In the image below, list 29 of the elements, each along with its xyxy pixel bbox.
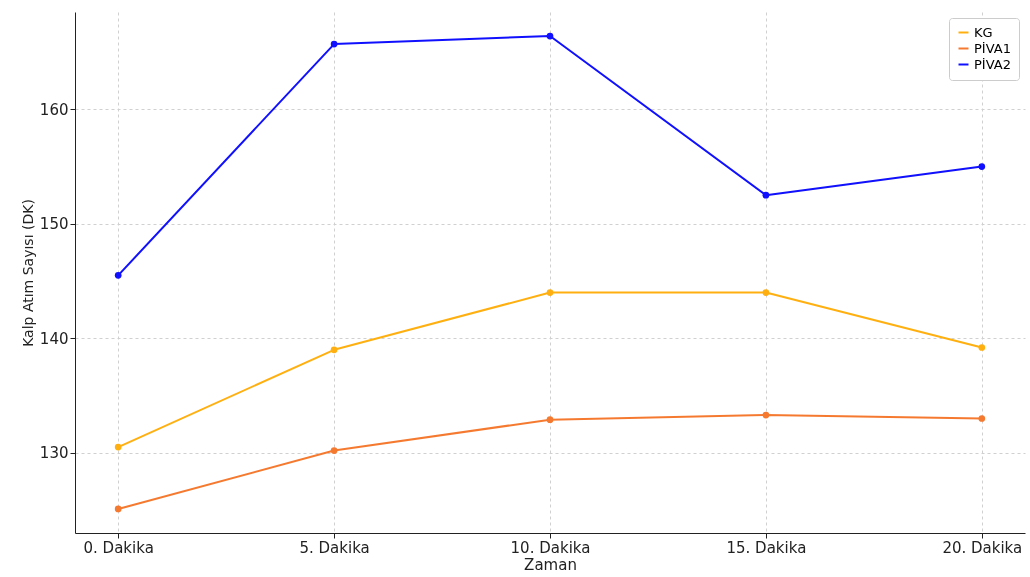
point xyxy=(546,32,554,40)
x-tick-label: 15. Dakika xyxy=(726,538,807,557)
y-tick-label: 130 xyxy=(39,444,69,463)
y-tick-label: 160 xyxy=(39,100,69,119)
point xyxy=(762,411,770,419)
x-axis-title: Zaman xyxy=(524,555,577,574)
y-axis-title: Kalp Atım Sayısı (DK) xyxy=(19,199,36,347)
legend-label: KG xyxy=(974,24,993,40)
y-tick-label: 140 xyxy=(39,329,69,348)
point xyxy=(546,289,554,296)
legend-label: PİVA2 xyxy=(974,56,1011,72)
point xyxy=(762,191,770,199)
point xyxy=(762,289,770,296)
legend-label: PİVA1 xyxy=(974,40,1011,56)
point xyxy=(114,272,122,279)
point xyxy=(978,163,986,170)
point xyxy=(546,416,554,423)
point xyxy=(114,505,122,513)
y-tick-label: 150 xyxy=(39,215,69,234)
point xyxy=(114,443,122,451)
x-tick-label: 20. Dakika xyxy=(942,538,1023,557)
point xyxy=(330,40,338,48)
x-tick-label: 0. Dakika xyxy=(83,538,154,557)
x-tick-label: 10. Dakika xyxy=(510,538,591,557)
x-tick-label: 5. Dakika xyxy=(299,538,370,557)
point xyxy=(978,344,986,351)
point xyxy=(330,346,338,354)
point xyxy=(978,415,986,422)
point xyxy=(330,447,338,454)
